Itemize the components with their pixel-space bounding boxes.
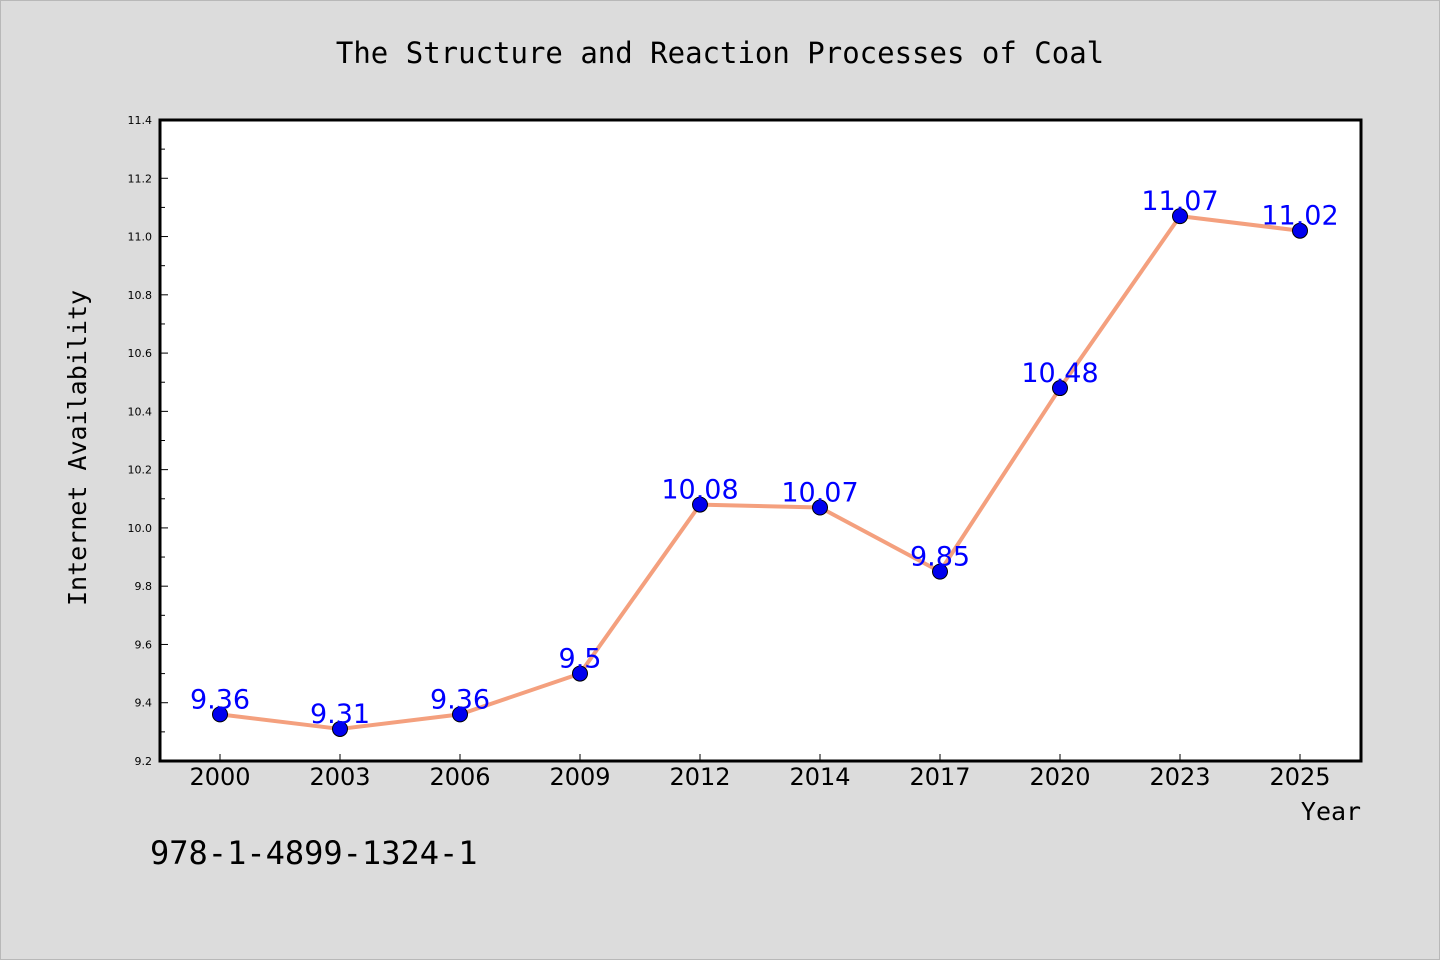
data-point bbox=[932, 563, 948, 580]
data-label: 10.48 bbox=[1021, 358, 1098, 389]
x-tick-label: 2012 bbox=[669, 763, 730, 791]
data-label: 9.85 bbox=[910, 542, 970, 573]
data-point bbox=[812, 499, 828, 516]
y-tick-label: 9.2 bbox=[135, 755, 153, 768]
data-label: 9.31 bbox=[310, 699, 370, 730]
y-tick-label: 11.2 bbox=[128, 172, 153, 185]
footer-code: 978-1-4899-1324-1 bbox=[150, 834, 478, 872]
data-label: 9.36 bbox=[430, 684, 490, 715]
data-point bbox=[332, 720, 348, 737]
x-tick-label: 2009 bbox=[549, 763, 610, 791]
plot-frame bbox=[158, 118, 1363, 763]
y-axis: 9.2 9.4 9.6 9.8 10.0 10.2 10.4 10.6 10.8 11.0 11.2… bbox=[128, 114, 168, 768]
data-label: 9.36 bbox=[190, 684, 250, 715]
y-tick-label: 11.4 bbox=[128, 114, 153, 127]
x-tick-label: 2006 bbox=[429, 763, 490, 791]
x-axis: 2000 2003 2006 2009 2012 2014 2017 2020 2023 2025 bbox=[189, 754, 1331, 791]
data-label: 11.07 bbox=[1141, 186, 1218, 217]
x-axis-title: Year bbox=[1301, 797, 1361, 826]
y-axis-title: Internet Availability bbox=[63, 290, 92, 606]
data-point bbox=[212, 706, 228, 723]
x-tick-label: 2020 bbox=[1029, 763, 1090, 791]
data-markers bbox=[212, 208, 1308, 737]
data-label: 9.5 bbox=[559, 644, 602, 675]
series-line bbox=[219, 214, 1301, 731]
data-label: 10.07 bbox=[781, 478, 858, 509]
y-tick-label: 10.8 bbox=[128, 289, 153, 302]
data-label: 10.08 bbox=[661, 475, 738, 506]
y-tick-label: 10.0 bbox=[128, 522, 153, 535]
y-tick-label: 9.6 bbox=[135, 638, 153, 651]
data-point bbox=[1172, 208, 1188, 225]
data-labels: 9.36 9.31 9.36 9.5 10.08 10.07 9.85 10.48 11.07 1… bbox=[190, 186, 1339, 730]
plot-area bbox=[160, 120, 1361, 761]
x-tick-label: 2003 bbox=[309, 763, 370, 791]
data-point bbox=[452, 706, 468, 723]
data-point bbox=[1292, 222, 1308, 239]
data-point bbox=[692, 496, 708, 513]
data-label: 11.02 bbox=[1261, 201, 1338, 232]
x-tick-label: 2025 bbox=[1269, 763, 1330, 791]
y-tick-label: 10.6 bbox=[128, 347, 153, 360]
data-point bbox=[572, 665, 588, 682]
x-tick-label: 2023 bbox=[1149, 763, 1210, 791]
x-tick-label: 2000 bbox=[189, 763, 250, 791]
x-tick-label: 2014 bbox=[789, 763, 850, 791]
x-tick-label: 2017 bbox=[909, 763, 970, 791]
y-tick-label: 11.0 bbox=[128, 231, 153, 244]
y-tick-label: 10.2 bbox=[128, 464, 153, 477]
y-tick-label: 10.4 bbox=[128, 405, 153, 418]
chart-title: The Structure and Reaction Processes of … bbox=[336, 36, 1104, 70]
data-point bbox=[1052, 380, 1068, 397]
y-tick-label: 9.8 bbox=[135, 580, 153, 593]
y-tick-label: 9.4 bbox=[135, 697, 153, 710]
